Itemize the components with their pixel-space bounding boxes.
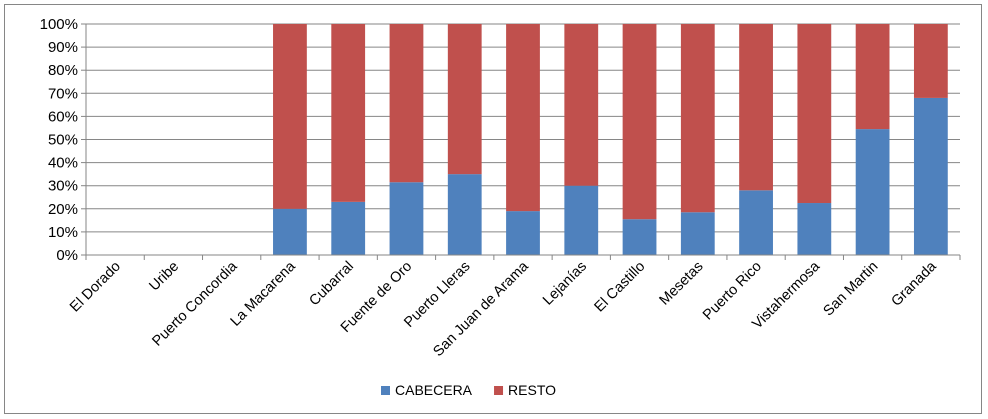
bar-resto (447, 24, 482, 175)
bar-cabecera (331, 201, 366, 255)
bar-cabecera (506, 211, 540, 255)
category-label: Lejanías (540, 259, 590, 309)
bar-cabecera (273, 208, 307, 255)
bar-cabecera (564, 185, 599, 255)
bar-resto (273, 24, 307, 209)
y-tick-label: 30% (48, 178, 78, 195)
bar-resto (855, 24, 890, 130)
bar-cabecera (913, 97, 948, 255)
legend-swatch-cabecera (381, 386, 390, 395)
category-label: Mesetas (657, 259, 707, 309)
legend: CABECERA RESTO (381, 382, 556, 398)
y-tick-label: 40% (48, 155, 78, 172)
y-tick-label: 80% (48, 62, 78, 79)
category-label: Puerto Rico (700, 259, 765, 324)
category-label: San Juan de Arama (430, 258, 532, 360)
bar-cabecera (389, 182, 424, 255)
bar-cabecera (797, 203, 832, 255)
bar-cabecera (447, 174, 482, 255)
y-tick-label: 100% (40, 16, 78, 33)
category-label: El Castillo (591, 259, 648, 316)
y-tick-label: 20% (48, 201, 78, 218)
bar-resto (680, 24, 715, 213)
bar-resto (739, 24, 773, 191)
bar-resto (506, 24, 540, 212)
bar-resto (331, 24, 366, 202)
y-tick-label: 10% (48, 224, 78, 241)
bar-cabecera (622, 219, 657, 255)
bar-resto (797, 24, 832, 204)
legend-label-cabecera: CABECERA (395, 382, 473, 398)
bar-cabecera (680, 212, 715, 255)
y-tick-label: 50% (48, 132, 78, 149)
category-label: San Martin (821, 259, 882, 320)
legend-label-resto: RESTO (508, 382, 556, 398)
bar-resto (564, 24, 599, 186)
bar-resto (622, 24, 657, 220)
y-tick-label: 0% (56, 247, 78, 264)
y-tick-label: 60% (48, 108, 78, 125)
y-tick-label: 70% (48, 85, 78, 102)
bars (273, 24, 948, 255)
y-tick-label: 90% (48, 39, 78, 56)
legend-swatch-resto (494, 386, 504, 395)
bar-cabecera (855, 129, 890, 255)
category-label: Cubarral (306, 259, 357, 310)
category-label: El Dorado (67, 259, 124, 316)
bar-resto (913, 24, 948, 98)
bar-resto (389, 24, 424, 183)
bar-cabecera (739, 190, 773, 255)
category-label: Granada (888, 258, 940, 310)
category-label: Uribe (146, 259, 182, 295)
